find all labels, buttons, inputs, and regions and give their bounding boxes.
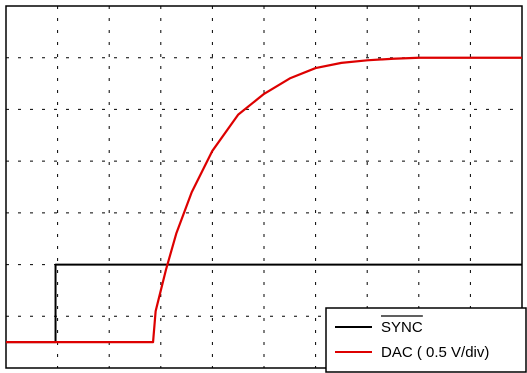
legend-box: [325, 307, 527, 373]
series-line-dac: [6, 56, 522, 344]
legend: SYNC DAC ( 0.5 V/div): [325, 307, 527, 373]
legend-label-sync: SYNC: [381, 319, 423, 336]
traces: [6, 56, 522, 344]
legend-label-dac: DAC ( 0.5 V/div): [381, 344, 489, 361]
